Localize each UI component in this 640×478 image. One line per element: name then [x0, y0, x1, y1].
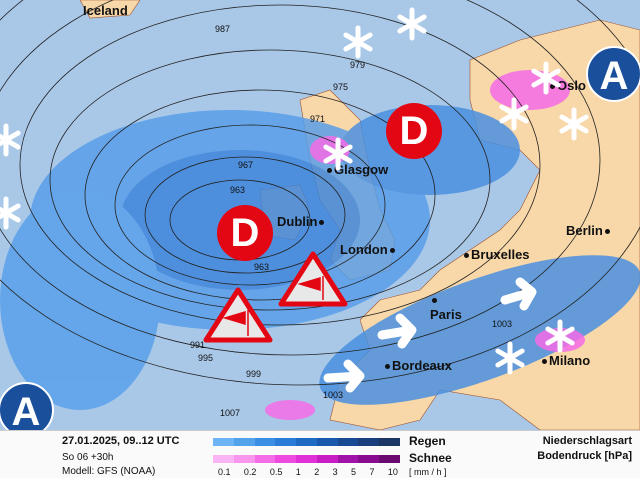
city-dublin: Dublin	[277, 214, 326, 229]
storm-warning-icon	[203, 287, 273, 343]
city-bordeaux: Bordeaux	[383, 358, 452, 373]
isobar-label: 975	[333, 82, 349, 92]
city-oslo: Oslo	[548, 78, 586, 93]
weather-map: 987 979 975 971 967 963 963 991 995 999 …	[0, 0, 640, 430]
legend: 27.01.2025, 09..12 UTC So 06 +30h Modell…	[0, 430, 640, 478]
snowflake-icon	[323, 137, 353, 171]
isobar-label: 991	[190, 340, 206, 350]
rain-color-scale	[213, 438, 401, 446]
snowflake-icon	[531, 61, 561, 95]
color-swatch	[316, 455, 338, 463]
isobar-label: 963	[230, 185, 246, 195]
rain-label: Regen	[409, 434, 446, 448]
snowflake-icon	[545, 319, 575, 353]
high-pressure-marker: A	[0, 382, 54, 430]
overlay-icons	[203, 251, 537, 393]
color-swatch	[254, 438, 276, 446]
scale-tick: 0.1	[218, 467, 231, 477]
snowflake-layer	[0, 7, 589, 375]
low-pressure-marker: D	[217, 205, 273, 261]
legend-title-pressure: Bodendruck [hPa]	[537, 450, 632, 462]
storm-warning-icon	[278, 251, 348, 307]
color-swatch	[233, 438, 255, 446]
city-paris: Paris	[430, 292, 462, 322]
isobar-lines	[0, 0, 640, 386]
isobar-label: 1007	[220, 408, 241, 418]
snowflake-icon	[495, 341, 525, 375]
forecast-step: So 06 +30h	[62, 452, 114, 463]
unit-label: [ mm / h ]	[409, 467, 447, 477]
color-swatch	[254, 455, 276, 463]
isobar-label: 999	[246, 369, 262, 379]
color-swatch	[296, 455, 317, 463]
snow-color-scale	[213, 455, 401, 463]
isobar-label: 1003	[323, 390, 344, 400]
scale-tick: 0.2	[243, 467, 257, 477]
snowflake-icon	[559, 107, 589, 141]
snowflake-icon	[343, 25, 373, 59]
color-swatch	[358, 455, 380, 463]
isobar-label: 963	[254, 262, 270, 272]
color-swatch	[296, 438, 317, 446]
city-glasgow: Glasgow	[325, 162, 388, 177]
scale-tick: 1	[295, 467, 301, 477]
color-swatch	[233, 455, 255, 463]
city-bruxelles: Bruxelles	[462, 247, 530, 262]
city-milano: Milano	[540, 353, 590, 368]
city-berlin: Berlin	[566, 223, 612, 238]
isobar-label: 979	[350, 60, 366, 70]
color-swatch	[275, 438, 297, 446]
isobar-label: 971	[310, 114, 326, 124]
snowflake-icon	[397, 7, 427, 41]
datetime: 27.01.2025, 09..12 UTC	[62, 435, 180, 447]
scale-tick: 10	[387, 467, 398, 477]
color-swatch	[358, 438, 380, 446]
model-name: Modell: GFS (NOAA)	[62, 466, 156, 477]
city-london: London	[340, 242, 397, 257]
snow-label: Schnee	[409, 451, 452, 465]
isobar-label: 987	[215, 24, 231, 34]
color-swatch	[213, 455, 234, 463]
scale-ticks: 0.1 0.2 0.5 1 2 3 5 7 10	[218, 467, 398, 477]
color-swatch	[316, 438, 338, 446]
color-swatch	[379, 438, 401, 446]
legend-title-type: Niederschlagsart	[542, 435, 632, 447]
scale-tick: 7	[369, 467, 375, 477]
scale-tick: 3	[332, 467, 338, 477]
scale-tick: 5	[351, 467, 357, 477]
color-swatch	[213, 438, 234, 446]
scale-tick: 2	[314, 467, 320, 477]
isobar-label: 967	[238, 160, 254, 170]
isobar-label: 995	[198, 353, 214, 363]
low-pressure-marker: D	[386, 103, 442, 159]
snowflake-icon	[0, 123, 21, 157]
high-pressure-marker: A	[586, 46, 640, 102]
isobar-label: 1003	[492, 319, 513, 329]
color-swatch	[337, 438, 359, 446]
label-iceland: Iceland	[83, 3, 128, 18]
color-swatch	[337, 455, 359, 463]
snowflake-icon	[0, 196, 21, 230]
wind-arrow-icon	[323, 277, 537, 393]
scale-tick: 0.5	[269, 467, 283, 477]
color-swatch	[275, 455, 297, 463]
snowflake-icon	[499, 97, 529, 131]
color-swatch	[379, 455, 401, 463]
